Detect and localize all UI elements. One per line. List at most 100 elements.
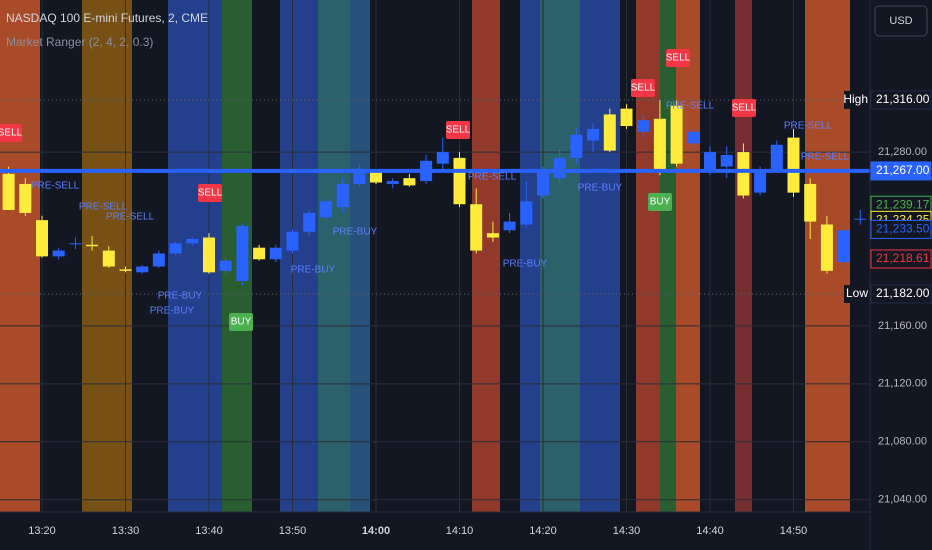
candle-body (403, 178, 416, 186)
signal-label: PRE-SELL (79, 202, 128, 213)
signal-band (636, 0, 660, 512)
x-tick-label: 13:30 (112, 525, 140, 537)
candle-body (186, 238, 199, 244)
signal-label: SELL (198, 188, 223, 199)
signal-label: SELL (446, 125, 471, 136)
candle-body (86, 244, 99, 247)
price-label-box (870, 249, 932, 269)
candle-body (219, 260, 232, 271)
x-tick-label: 14:30 (613, 525, 641, 537)
candle-body (537, 169, 549, 196)
candle-body (503, 221, 516, 231)
price-label: 21,316.00 (876, 92, 930, 106)
candle-body (653, 118, 666, 171)
candle-body (136, 266, 149, 273)
price-label: 21,239.17 (876, 197, 930, 211)
signal-box (666, 49, 690, 67)
signal-band (540, 0, 580, 512)
signal-band (472, 0, 500, 512)
x-tick-label: 14:50 (780, 525, 808, 537)
indicator-name: Market Ranger (2, 4, 2, 0.3) (6, 35, 153, 49)
y-tick-label: 21,120.00 (878, 378, 927, 390)
signal-band (520, 0, 540, 512)
signal-label: BUY (231, 317, 252, 328)
signal-label: BUY (650, 197, 671, 208)
signal-box (732, 99, 756, 117)
candle-body (253, 247, 266, 260)
price-label: 21,267.00 (876, 163, 930, 177)
candle-body (837, 230, 850, 263)
candle-body (520, 201, 533, 225)
y-tick-label: 21,160.00 (878, 320, 927, 332)
candle-body (754, 169, 767, 193)
x-tick-label: 13:40 (195, 525, 223, 537)
candle-body (720, 154, 733, 167)
candle-body (470, 204, 483, 251)
x-tick-label: 14:10 (446, 525, 474, 537)
candle-body (286, 231, 299, 251)
candle-body (820, 224, 833, 271)
candle-body (102, 250, 115, 267)
candle-body (69, 243, 82, 245)
signal-label: PRE-SELL (784, 121, 833, 132)
signal-label: SELL (631, 83, 656, 94)
price-axis: 21,040.00 21,080.00 21,120.00 21,160.00 21,2… (870, 90, 932, 506)
candle-body (620, 108, 633, 127)
signal-box (198, 184, 222, 202)
candle-body (737, 152, 750, 196)
price-label-box (870, 219, 932, 239)
price-label-box (870, 284, 932, 304)
candle-body (52, 250, 65, 257)
candle-body (770, 144, 783, 170)
signal-band (580, 0, 620, 512)
grid (0, 0, 870, 512)
candle-body (2, 173, 15, 211)
signal-box (446, 121, 470, 139)
signal-label: PRE-BUY (578, 183, 623, 194)
candle-body (203, 237, 215, 273)
candle-body (453, 157, 466, 205)
signal-band (676, 0, 700, 512)
signal-band (0, 0, 40, 512)
candle-body (704, 152, 716, 170)
signal-label: PRE-SELL (106, 212, 155, 223)
signal-label: SELL (0, 128, 23, 139)
candle-body (336, 183, 349, 208)
x-tick-label: 14:40 (696, 525, 724, 537)
price-label: 21,233.50 (876, 222, 930, 236)
signal-label: PRE-BUY (158, 291, 203, 302)
signal-label: PRE-BUY (333, 227, 378, 238)
candle-body (804, 183, 817, 222)
candle-body (687, 131, 700, 144)
candle-body (236, 225, 249, 281)
signal-band (660, 0, 676, 512)
signal-label: PRE-BUY (291, 265, 336, 276)
candle-body (570, 134, 583, 158)
x-tick-label: 14:20 (529, 525, 557, 537)
candle-body (553, 157, 566, 179)
signal-band (280, 0, 318, 512)
price-tag: Low (846, 286, 868, 300)
signal-label: PRE-SELL (468, 172, 517, 183)
candle-body (587, 128, 600, 141)
candle-body (319, 201, 332, 218)
signal-label: PRE-BUY (503, 259, 548, 270)
candle-body (670, 105, 683, 164)
currency[interactable]: USD (889, 15, 912, 27)
signal-bands (0, 0, 850, 512)
candle-body (119, 269, 132, 271)
signal-label: PRE-SELL (666, 101, 715, 112)
candle-body (603, 114, 616, 151)
y-tick-label: 21,080.00 (878, 436, 927, 448)
price-label: 21,218.61 (876, 251, 930, 265)
y-tick-label: 21,040.00 (878, 494, 927, 506)
signal-label: PRE-BUY (150, 306, 195, 317)
candle-body (370, 172, 382, 183)
candle-body (269, 247, 282, 260)
candle-body (36, 220, 48, 257)
chart-title: NASDAQ 100 E-mini Futures, 2, CME (6, 11, 208, 25)
price-tag-box (844, 90, 870, 109)
currency-button[interactable] (874, 5, 928, 37)
